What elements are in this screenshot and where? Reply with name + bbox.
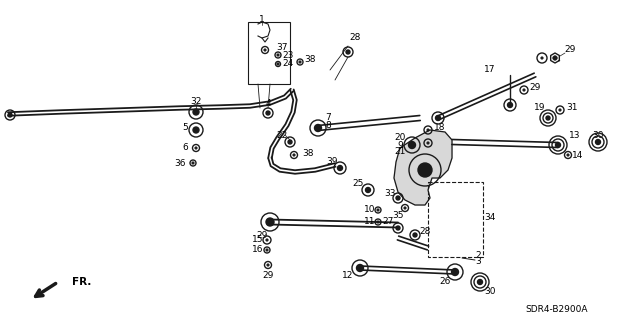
Text: 33: 33 — [384, 189, 396, 197]
Circle shape — [195, 147, 197, 149]
Circle shape — [396, 226, 400, 230]
Circle shape — [546, 116, 550, 120]
Text: 30: 30 — [592, 130, 604, 139]
Text: 27: 27 — [382, 218, 394, 226]
Circle shape — [508, 102, 513, 108]
Text: 26: 26 — [439, 278, 451, 286]
Circle shape — [293, 154, 295, 156]
Circle shape — [365, 188, 371, 192]
Text: 24: 24 — [282, 60, 294, 69]
Circle shape — [408, 142, 415, 149]
Circle shape — [595, 139, 600, 145]
Circle shape — [541, 57, 543, 59]
Circle shape — [553, 56, 557, 60]
Text: 29: 29 — [256, 232, 268, 241]
Circle shape — [8, 113, 12, 117]
Circle shape — [193, 109, 199, 115]
Polygon shape — [394, 130, 452, 205]
Text: 30: 30 — [484, 287, 496, 296]
Circle shape — [567, 154, 569, 156]
Text: 18: 18 — [435, 122, 445, 131]
Bar — [248, 22, 290, 84]
Circle shape — [266, 111, 270, 115]
Text: 10: 10 — [364, 205, 376, 214]
Text: SDR4-B2900A: SDR4-B2900A — [525, 306, 588, 315]
Text: 36: 36 — [174, 159, 186, 167]
Text: 39: 39 — [326, 158, 338, 167]
Text: 15: 15 — [252, 235, 264, 244]
Circle shape — [435, 115, 440, 121]
Text: 4: 4 — [265, 99, 271, 108]
Text: FR.: FR. — [72, 277, 92, 287]
Text: 19: 19 — [534, 103, 546, 113]
Text: 38: 38 — [302, 149, 314, 158]
Text: 28: 28 — [349, 33, 361, 42]
Bar — [428, 182, 483, 257]
Circle shape — [266, 218, 274, 226]
Text: 21: 21 — [394, 147, 406, 157]
Circle shape — [451, 269, 458, 276]
Text: 23: 23 — [282, 50, 294, 60]
Circle shape — [264, 49, 266, 51]
Text: 38: 38 — [304, 56, 316, 64]
Text: 2: 2 — [475, 250, 481, 259]
Text: 25: 25 — [352, 179, 364, 188]
Circle shape — [346, 50, 350, 54]
Text: 3: 3 — [475, 257, 481, 266]
Circle shape — [193, 127, 199, 133]
Text: 6: 6 — [182, 144, 188, 152]
Text: 32: 32 — [190, 98, 202, 107]
Circle shape — [556, 143, 561, 147]
Text: 29: 29 — [262, 271, 274, 279]
Circle shape — [427, 129, 429, 131]
Circle shape — [299, 61, 301, 63]
Circle shape — [356, 264, 364, 271]
Circle shape — [277, 63, 279, 65]
Circle shape — [277, 54, 279, 56]
Polygon shape — [550, 53, 559, 63]
Text: 29: 29 — [529, 84, 541, 93]
Circle shape — [192, 162, 194, 164]
Text: 8: 8 — [325, 122, 331, 130]
Circle shape — [523, 89, 525, 91]
Text: 7: 7 — [325, 114, 331, 122]
Text: 17: 17 — [484, 65, 496, 75]
Circle shape — [267, 264, 269, 266]
Circle shape — [314, 124, 321, 131]
Circle shape — [404, 207, 406, 209]
Circle shape — [418, 163, 432, 177]
Text: 20: 20 — [394, 133, 406, 143]
Circle shape — [266, 239, 268, 241]
Circle shape — [477, 279, 483, 285]
Circle shape — [421, 166, 429, 174]
Text: 34: 34 — [484, 213, 496, 222]
Text: 29: 29 — [564, 46, 576, 55]
Circle shape — [559, 109, 561, 111]
Circle shape — [337, 166, 342, 170]
Text: 37: 37 — [276, 43, 288, 53]
Circle shape — [413, 233, 417, 237]
Text: 12: 12 — [342, 271, 354, 280]
Text: 1: 1 — [259, 14, 265, 24]
Text: 28: 28 — [419, 227, 431, 236]
Text: 31: 31 — [566, 103, 578, 113]
Circle shape — [288, 140, 292, 144]
Text: 22: 22 — [276, 130, 287, 139]
Circle shape — [377, 221, 379, 223]
Text: 11: 11 — [364, 218, 376, 226]
Circle shape — [377, 209, 379, 211]
Text: 5: 5 — [182, 123, 188, 132]
Circle shape — [396, 196, 400, 200]
Text: 14: 14 — [572, 151, 584, 160]
Circle shape — [266, 249, 268, 251]
Text: 16: 16 — [252, 246, 264, 255]
Text: 35: 35 — [392, 211, 404, 219]
Text: 9: 9 — [397, 140, 403, 150]
Text: 13: 13 — [569, 130, 580, 139]
Circle shape — [427, 142, 429, 144]
